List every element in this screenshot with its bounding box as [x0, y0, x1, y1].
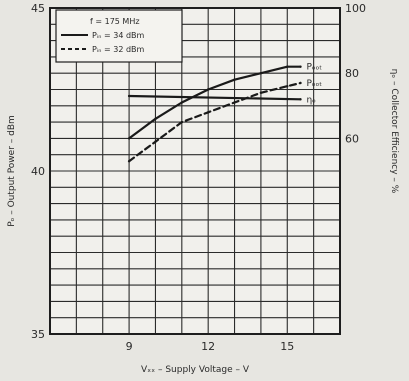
series-line-0 [128, 65, 302, 140]
y-left-tick-label: 40 [31, 165, 45, 178]
series-point-2 [127, 94, 131, 98]
series-label-0: Pₒₒₜ [306, 63, 322, 73]
legend-entry-1: Pᵢₙ = 32 dBm [92, 45, 145, 54]
series-point-0 [127, 137, 131, 140]
legend-condition: f = 175 MHz [90, 17, 140, 26]
y-left-tick-label: 35 [31, 328, 45, 341]
y-right-tick-label: 80 [345, 67, 359, 80]
y-right-axis-label: ηₒ – Collector Efficiency – % [389, 69, 399, 194]
series-point-1 [127, 160, 131, 163]
series-label-1: Pₒₒₜ [306, 79, 322, 89]
series-point-1 [259, 91, 263, 94]
series-point-0 [206, 88, 210, 91]
series-point-0 [286, 65, 289, 68]
series-point-1 [299, 81, 302, 85]
series-line-2 [128, 94, 302, 101]
series-point-0 [259, 72, 263, 75]
x-axis-label: Vₓₓ – Supply Voltage – V [141, 365, 250, 375]
series-point-1 [206, 111, 210, 114]
series-point-1 [154, 140, 157, 143]
x-tick-label: 15 [280, 340, 294, 353]
series-point-2 [299, 98, 302, 101]
series-point-1 [180, 120, 184, 124]
y-right-tick-label: 60 [345, 132, 359, 145]
y-left-tick-label: 45 [31, 2, 45, 15]
series-line-1 [128, 81, 302, 163]
series-point-0 [299, 65, 302, 68]
series-point-0 [233, 78, 236, 81]
y-left-axis-label: Pₒ – Output Power – dBm [7, 115, 17, 227]
series-point-1 [286, 85, 289, 88]
series-label-2: ηₒ [306, 95, 316, 105]
x-tick-label: 9 [126, 340, 133, 353]
series-point-0 [154, 117, 157, 121]
series-point-1 [233, 101, 236, 104]
y-right-tick-label: 100 [345, 2, 366, 15]
series-point-0 [180, 101, 184, 104]
plot-frame [49, 7, 341, 335]
legend-entry-0: Pᵢₙ = 34 dBm [92, 31, 145, 40]
x-tick-label: 12 [201, 340, 215, 353]
